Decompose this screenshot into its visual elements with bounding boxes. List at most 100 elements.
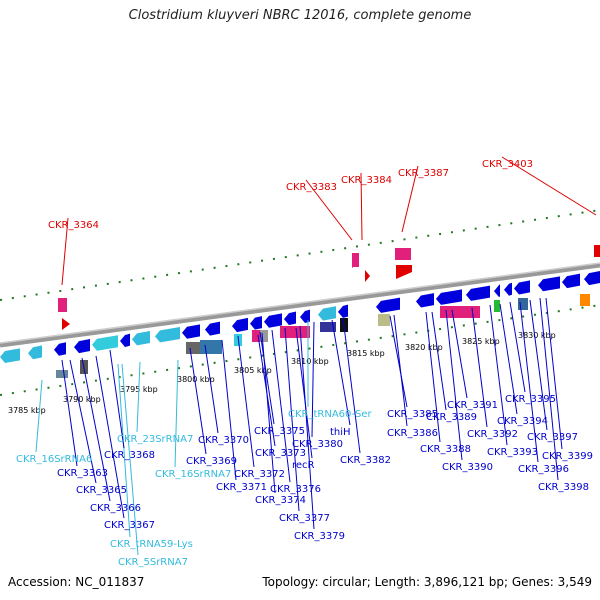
gene-label[interactable]: CKR_3382: [340, 455, 391, 466]
rna-gene-label-connector: [136, 361, 141, 433]
gene-arrow: [74, 339, 90, 354]
gene-label[interactable]: CKR_3394: [497, 416, 548, 427]
gene-label[interactable]: CKR_3379: [294, 531, 345, 542]
gene-label[interactable]: CKR_3397: [527, 432, 578, 443]
gene-label-connector: [237, 335, 255, 468]
gene-label-connector: [61, 359, 78, 467]
gene-labels: CKR_3364 CKR_3383 CKR_3384 CKR_3387 CKR_3403…: [16, 159, 593, 568]
gene-label-connector: [393, 314, 408, 427]
kbp-label: 3830 kbp: [518, 331, 556, 340]
gene-label[interactable]: CKR_3396: [518, 464, 569, 475]
gene-label[interactable]: CKR_3395: [505, 394, 556, 405]
gene-arrow: [232, 317, 248, 333]
gene-arrow: [436, 289, 462, 305]
rna-gene-label[interactable]: CKR_tRNA60-Ser: [288, 409, 373, 420]
gene-label[interactable]: CKR_3398: [538, 482, 589, 493]
gene-label[interactable]: CKR_3392: [467, 429, 518, 440]
gene-arrow: [28, 345, 42, 360]
gene-label-connector: [509, 301, 526, 393]
gene-label[interactable]: CKR_3376: [270, 484, 321, 495]
gene-label[interactable]: CKR_3373: [255, 448, 306, 459]
gene-arrow: [338, 304, 348, 318]
gene-label[interactable]: recR: [292, 460, 315, 471]
gene-label[interactable]: CKR_3366: [90, 503, 141, 514]
gene-arrow: [132, 331, 150, 346]
gene-label-connector: [284, 327, 300, 512]
gene-label-connector: [499, 303, 518, 415]
gene-arrow: [318, 306, 336, 321]
red-gene-label-connector: [360, 172, 363, 241]
gene-box: [320, 322, 336, 332]
label-connectors: [35, 156, 597, 556]
gene-label[interactable]: CKR_3393: [487, 447, 538, 458]
gene-box: [580, 294, 590, 306]
gene-label[interactable]: CKR_3365: [76, 485, 127, 496]
rna-gene-label[interactable]: CKR_5SrRNA7: [118, 557, 188, 568]
gene-arrow: [376, 297, 400, 313]
gene-label[interactable]: thiH: [330, 427, 351, 438]
gene-label[interactable]: CKR_3377: [279, 513, 330, 524]
genome-backbone: [0, 262, 600, 348]
kbp-label: 3805 kbp: [234, 366, 272, 375]
gene-label[interactable]: CKR_3369: [186, 456, 237, 467]
gene-label-connector: [109, 349, 125, 449]
gene-arrow: [250, 316, 262, 330]
gene-label[interactable]: CKR_3374: [255, 495, 306, 506]
gene-label[interactable]: CKR_3370: [198, 435, 249, 446]
kbp-label: 3800 kbp: [177, 375, 215, 384]
gene-arrow: [538, 276, 560, 292]
red-gene-label[interactable]: CKR_3384: [341, 175, 392, 186]
gene-box: [260, 330, 268, 342]
gene-arrow: [584, 271, 600, 286]
rna-gene-label[interactable]: CKR_16SrRNA6: [16, 454, 92, 465]
lower-tick-track: [0, 304, 600, 396]
kbp-label: 3785 kbp: [8, 406, 46, 415]
gene-label-connector: [95, 355, 125, 519]
gene-label-connector: [271, 329, 291, 483]
gene-label[interactable]: CKR_3390: [442, 462, 493, 473]
red-gene-label[interactable]: CKR_3403: [482, 159, 533, 170]
gene-label[interactable]: CKR_3372: [234, 469, 285, 480]
gene-arrow: [466, 285, 490, 301]
red-gene-label-connector: [501, 156, 597, 216]
gene-label[interactable]: CKR_3367: [104, 520, 155, 531]
gene-label[interactable]: CKR_3368: [104, 450, 155, 461]
red-gene-label[interactable]: CKR_3383: [286, 182, 337, 193]
gene-arrow: [300, 309, 310, 323]
red-gene-label[interactable]: CKR_3364: [48, 220, 99, 231]
rna-gene-label-connector: [117, 363, 131, 538]
gene-label-connector: [389, 315, 408, 408]
rna-gene-label[interactable]: CKR_tRNA59-Lys: [110, 539, 193, 550]
gene-label-connector: [342, 317, 361, 454]
gene-label-connector: [445, 309, 463, 461]
gene-label[interactable]: CKR_3371: [216, 482, 267, 493]
gene-box: [518, 298, 528, 310]
gene-label[interactable]: CKR_3399: [542, 451, 593, 462]
gene-label-connector: [204, 344, 219, 434]
gene-label[interactable]: CKR_3391: [447, 400, 498, 411]
rna-gene-label[interactable]: CKR_23SrRNA7: [117, 434, 193, 445]
gene-label[interactable]: CKR_3386: [387, 428, 438, 439]
gene-label-connector: [529, 299, 548, 431]
gene-arrow: [54, 342, 66, 356]
rna-gene-label-connector: [121, 363, 139, 556]
gene-box: [56, 370, 68, 378]
kbp-label: 3820 kbp: [405, 343, 443, 352]
red-gene-label-connector: [305, 179, 353, 241]
gene-arrow: [155, 327, 180, 343]
accession-text: Accession: NC_011837: [8, 575, 145, 589]
gene-label[interactable]: CKR_3385: [387, 409, 438, 420]
gene-label[interactable]: CKR_3380: [292, 439, 343, 450]
red-gene-label[interactable]: CKR_3387: [398, 168, 449, 179]
gene-arrow: [120, 333, 130, 347]
gene-box: [186, 342, 200, 354]
rna-gene-label[interactable]: CKR_16SrRNA7: [155, 469, 231, 480]
gene-arrow: [514, 280, 530, 295]
gene-label[interactable]: CKR_3389: [426, 412, 477, 423]
gene-label[interactable]: CKR_3388: [420, 444, 471, 455]
gene-label[interactable]: CKR_3363: [57, 468, 108, 479]
upper-tick-track: [0, 209, 600, 301]
gene-label-connector: [69, 359, 97, 484]
gene-label[interactable]: CKR_3375: [254, 426, 305, 437]
gene-arrow: [205, 321, 220, 336]
